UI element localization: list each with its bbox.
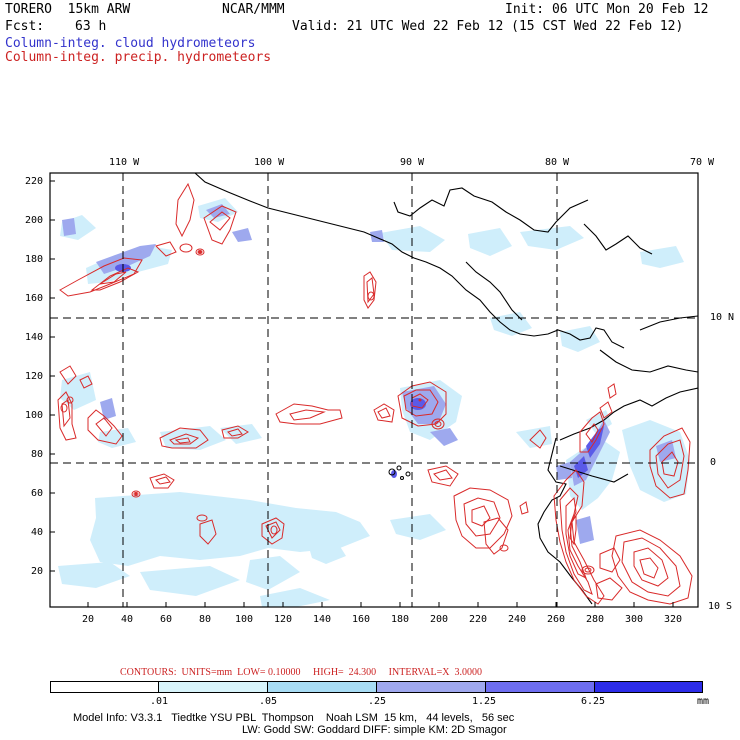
colorbar-label: 1.25 (472, 696, 497, 707)
colorbar-bin (485, 681, 595, 693)
colorbar-bin (158, 681, 268, 693)
cloud-hydrometeor-shading (58, 198, 690, 607)
y-tick-label: 200 (25, 215, 44, 226)
x-tick-label: 160 (352, 614, 371, 625)
forecast-label: Fcst: (5, 19, 45, 34)
field-precip-label: Column-integ. precip. hydrometeors (5, 50, 272, 65)
x-tick-label: 140 (313, 614, 332, 625)
org-label: NCAR/MMM (222, 2, 285, 17)
x-tick-label: 260 (547, 614, 566, 625)
galapagos-islands (388, 465, 411, 480)
colorbar-bin (267, 681, 377, 693)
init-time: Init: 06 UTC Mon 20 Feb 12 (505, 2, 709, 17)
y-tick-label: 120 (25, 371, 44, 382)
y-tick-label: 20 (31, 566, 44, 577)
x-tick-label: 80 (199, 614, 212, 625)
model-title: TORERO 15km ARW (5, 2, 131, 17)
lat-label-0: 0 (710, 457, 717, 468)
x-tick-label: 200 (430, 614, 449, 625)
y-tick-label: 80 (31, 449, 44, 460)
colorbar-label: 6.25 (581, 696, 606, 707)
coastlines (194, 173, 698, 605)
colorbar-label: .25 (368, 696, 387, 707)
lon-label-90w: 90 W (400, 157, 425, 168)
forecast-hour: 63 h (75, 19, 107, 34)
map-frame (49, 172, 699, 608)
colorbar-label: .05 (259, 696, 278, 707)
model-info: Model Info: V3.3.1 Tiedtke YSU PBL Thomp… (73, 712, 515, 724)
y-tick-label: 60 (31, 488, 44, 499)
lon-label-100w: 100 W (254, 157, 285, 168)
axis-ticks (50, 180, 674, 607)
colorbar-bin (594, 681, 703, 693)
lat-lon-grid (50, 173, 698, 607)
precip-peaks (134, 250, 422, 496)
physics-info: LW: Godd SW: Goddard DIFF: simple KM: 2D… (242, 724, 507, 736)
lon-label-110w: 110 W (109, 157, 140, 168)
valid-time: Valid: 21 UTC Wed 22 Feb 12 (15 CST Wed … (292, 19, 684, 34)
x-tick-label: 40 (121, 614, 134, 625)
colorbar-bin (376, 681, 486, 693)
x-tick-label: 280 (586, 614, 605, 625)
x-tick-label: 180 (391, 614, 410, 625)
y-tick-label: 100 (25, 410, 44, 421)
x-tick-label: 60 (160, 614, 173, 625)
x-tick-label: 120 (274, 614, 293, 625)
x-tick-label: 240 (508, 614, 527, 625)
precip-contours (57, 182, 693, 605)
colorbar-bin (50, 681, 159, 693)
lon-label-70w: 70 W (690, 157, 715, 168)
x-tick-label: 20 (82, 614, 95, 625)
x-tick-label: 320 (664, 614, 683, 625)
y-tick-label: 160 (25, 293, 44, 304)
y-tick-label: 140 (25, 332, 44, 343)
x-tick-label: 300 (625, 614, 644, 625)
y-tick-label: 180 (25, 254, 44, 265)
field-cloud-label: Column-integ. cloud hydrometeors (5, 36, 256, 51)
colorbar-unit: mm (697, 696, 710, 707)
y-tick-label: 40 (31, 527, 44, 538)
lat-label-10s: 10 S (708, 601, 733, 612)
x-tick-label: 100 (235, 614, 254, 625)
colorbar-label: .01 (150, 696, 169, 707)
lat-label-10n: 10 N (710, 312, 735, 323)
contour-info: CONTOURS: UNITS=mm LOW= 0.10000 HIGH= 24… (120, 667, 482, 678)
lon-label-80w: 80 W (545, 157, 570, 168)
x-tick-label: 220 (469, 614, 488, 625)
y-tick-label: 220 (25, 176, 44, 187)
